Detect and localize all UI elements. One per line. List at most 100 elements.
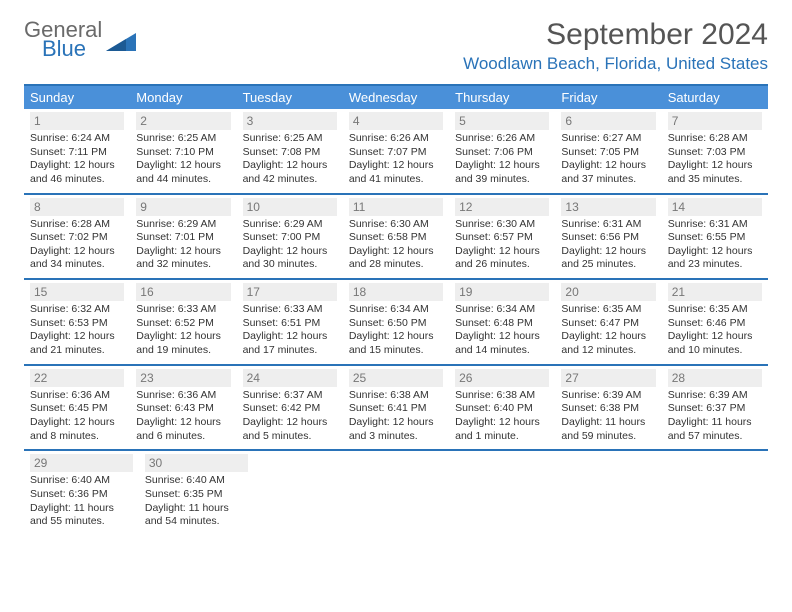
- day-info-line: and 19 minutes.: [136, 344, 230, 358]
- day-number: 11: [349, 198, 443, 216]
- day-info-line: Sunset: 6:45 PM: [30, 402, 124, 416]
- day-info-line: and 17 minutes.: [243, 344, 337, 358]
- day-cell: 26Sunrise: 6:38 AMSunset: 6:40 PMDayligh…: [449, 366, 555, 450]
- day-info-line: and 42 minutes.: [243, 173, 337, 187]
- day-info-line: Sunset: 7:00 PM: [243, 231, 337, 245]
- day-info-line: and 25 minutes.: [561, 258, 655, 272]
- day-info-line: Sunrise: 6:35 AM: [668, 303, 762, 317]
- day-info-line: Sunrise: 6:34 AM: [455, 303, 549, 317]
- day-cell: 5Sunrise: 6:26 AMSunset: 7:06 PMDaylight…: [449, 109, 555, 193]
- day-cell: 8Sunrise: 6:28 AMSunset: 7:02 PMDaylight…: [24, 195, 130, 279]
- day-number: 15: [30, 283, 124, 301]
- day-info-line: Sunset: 6:46 PM: [668, 317, 762, 331]
- empty-cell: [254, 451, 357, 535]
- day-number: 13: [561, 198, 655, 216]
- day-info-line: Daylight: 11 hours: [668, 416, 762, 430]
- day-info-line: and 23 minutes.: [668, 258, 762, 272]
- day-info-line: Daylight: 12 hours: [455, 416, 549, 430]
- day-number: 16: [136, 283, 230, 301]
- day-info-line: and 57 minutes.: [668, 430, 762, 444]
- day-info-line: and 21 minutes.: [30, 344, 124, 358]
- day-number: 27: [561, 369, 655, 387]
- day-info-line: Sunset: 6:35 PM: [145, 488, 248, 502]
- day-info-line: Daylight: 12 hours: [243, 159, 337, 173]
- day-number: 8: [30, 198, 124, 216]
- day-info-line: Sunrise: 6:38 AM: [349, 389, 443, 403]
- day-info-line: Daylight: 12 hours: [349, 245, 443, 259]
- day-info-line: Sunrise: 6:36 AM: [136, 389, 230, 403]
- day-number: 19: [455, 283, 549, 301]
- day-info-line: and 35 minutes.: [668, 173, 762, 187]
- day-info-line: Daylight: 12 hours: [561, 159, 655, 173]
- week-row: 1Sunrise: 6:24 AMSunset: 7:11 PMDaylight…: [24, 109, 768, 195]
- day-info-line: Sunrise: 6:31 AM: [668, 218, 762, 232]
- title-block: September 2024 Woodlawn Beach, Florida, …: [463, 18, 768, 74]
- day-header-wed: Wednesday: [343, 86, 449, 109]
- day-number: 2: [136, 112, 230, 130]
- day-number: 23: [136, 369, 230, 387]
- day-info-line: Sunrise: 6:25 AM: [243, 132, 337, 146]
- day-info-line: and 3 minutes.: [349, 430, 443, 444]
- day-info-line: and 30 minutes.: [243, 258, 337, 272]
- day-cell: 23Sunrise: 6:36 AMSunset: 6:43 PMDayligh…: [130, 366, 236, 450]
- day-cell: 22Sunrise: 6:36 AMSunset: 6:45 PMDayligh…: [24, 366, 130, 450]
- day-number: 30: [145, 454, 248, 472]
- day-cell: 10Sunrise: 6:29 AMSunset: 7:00 PMDayligh…: [237, 195, 343, 279]
- day-number: 21: [668, 283, 762, 301]
- day-info-line: Sunset: 7:01 PM: [136, 231, 230, 245]
- day-number: 24: [243, 369, 337, 387]
- day-cell: 21Sunrise: 6:35 AMSunset: 6:46 PMDayligh…: [662, 280, 768, 364]
- day-info-line: and 34 minutes.: [30, 258, 124, 272]
- calendar-grid: Sunday Monday Tuesday Wednesday Thursday…: [24, 84, 768, 535]
- day-cell: 17Sunrise: 6:33 AMSunset: 6:51 PMDayligh…: [237, 280, 343, 364]
- day-header-row: Sunday Monday Tuesday Wednesday Thursday…: [24, 86, 768, 109]
- day-info-line: Sunrise: 6:39 AM: [668, 389, 762, 403]
- day-number: 6: [561, 112, 655, 130]
- logo-text: General Blue: [24, 18, 102, 60]
- day-info-line: Sunset: 7:08 PM: [243, 146, 337, 160]
- day-info-line: Daylight: 12 hours: [455, 245, 549, 259]
- day-info-line: Daylight: 12 hours: [349, 159, 443, 173]
- week-row: 8Sunrise: 6:28 AMSunset: 7:02 PMDaylight…: [24, 195, 768, 281]
- day-info-line: Sunrise: 6:30 AM: [455, 218, 549, 232]
- day-number: 1: [30, 112, 124, 130]
- day-cell: 30Sunrise: 6:40 AMSunset: 6:35 PMDayligh…: [139, 451, 254, 535]
- day-info-line: and 55 minutes.: [30, 515, 133, 529]
- day-info-line: Daylight: 12 hours: [30, 245, 124, 259]
- day-info-line: and 14 minutes.: [455, 344, 549, 358]
- day-number: 18: [349, 283, 443, 301]
- day-cell: 28Sunrise: 6:39 AMSunset: 6:37 PMDayligh…: [662, 366, 768, 450]
- day-info-line: Daylight: 12 hours: [30, 330, 124, 344]
- day-number: 20: [561, 283, 655, 301]
- day-info-line: Sunrise: 6:33 AM: [136, 303, 230, 317]
- day-info-line: Sunrise: 6:33 AM: [243, 303, 337, 317]
- day-number: 14: [668, 198, 762, 216]
- day-info-line: Sunrise: 6:29 AM: [243, 218, 337, 232]
- day-info-line: and 28 minutes.: [349, 258, 443, 272]
- day-info-line: and 59 minutes.: [561, 430, 655, 444]
- day-info-line: Sunrise: 6:30 AM: [349, 218, 443, 232]
- day-cell: 14Sunrise: 6:31 AMSunset: 6:55 PMDayligh…: [662, 195, 768, 279]
- day-info-line: Sunset: 7:11 PM: [30, 146, 124, 160]
- day-number: 22: [30, 369, 124, 387]
- day-info-line: and 6 minutes.: [136, 430, 230, 444]
- day-info-line: and 54 minutes.: [145, 515, 248, 529]
- day-info-line: Daylight: 12 hours: [668, 245, 762, 259]
- day-cell: 25Sunrise: 6:38 AMSunset: 6:41 PMDayligh…: [343, 366, 449, 450]
- day-info-line: Daylight: 12 hours: [561, 330, 655, 344]
- week-row: 22 Sunrise: 6:36 AM Sunset: 6:45 PM Dayligh…: [24, 366, 768, 452]
- day-number: 10: [243, 198, 337, 216]
- day-info-line: Sunset: 6:47 PM: [561, 317, 655, 331]
- day-info-line: Sunset: 6:53 PM: [30, 317, 124, 331]
- location-text: Woodlawn Beach, Florida, United States: [463, 54, 768, 74]
- day-info-line: and 5 minutes.: [243, 430, 337, 444]
- day-info-line: Daylight: 12 hours: [136, 416, 230, 430]
- day-info-line: Sunset: 6:52 PM: [136, 317, 230, 331]
- day-header-sat: Saturday: [662, 86, 768, 109]
- day-info-line: and 10 minutes.: [668, 344, 762, 358]
- day-info-line: Sunset: 6:48 PM: [455, 317, 549, 331]
- day-info-line: Daylight: 12 hours: [455, 159, 549, 173]
- day-cell: 13Sunrise: 6:31 AMSunset: 6:56 PMDayligh…: [555, 195, 661, 279]
- day-number: 26: [455, 369, 549, 387]
- day-info-line: Sunrise: 6:32 AM: [30, 303, 124, 317]
